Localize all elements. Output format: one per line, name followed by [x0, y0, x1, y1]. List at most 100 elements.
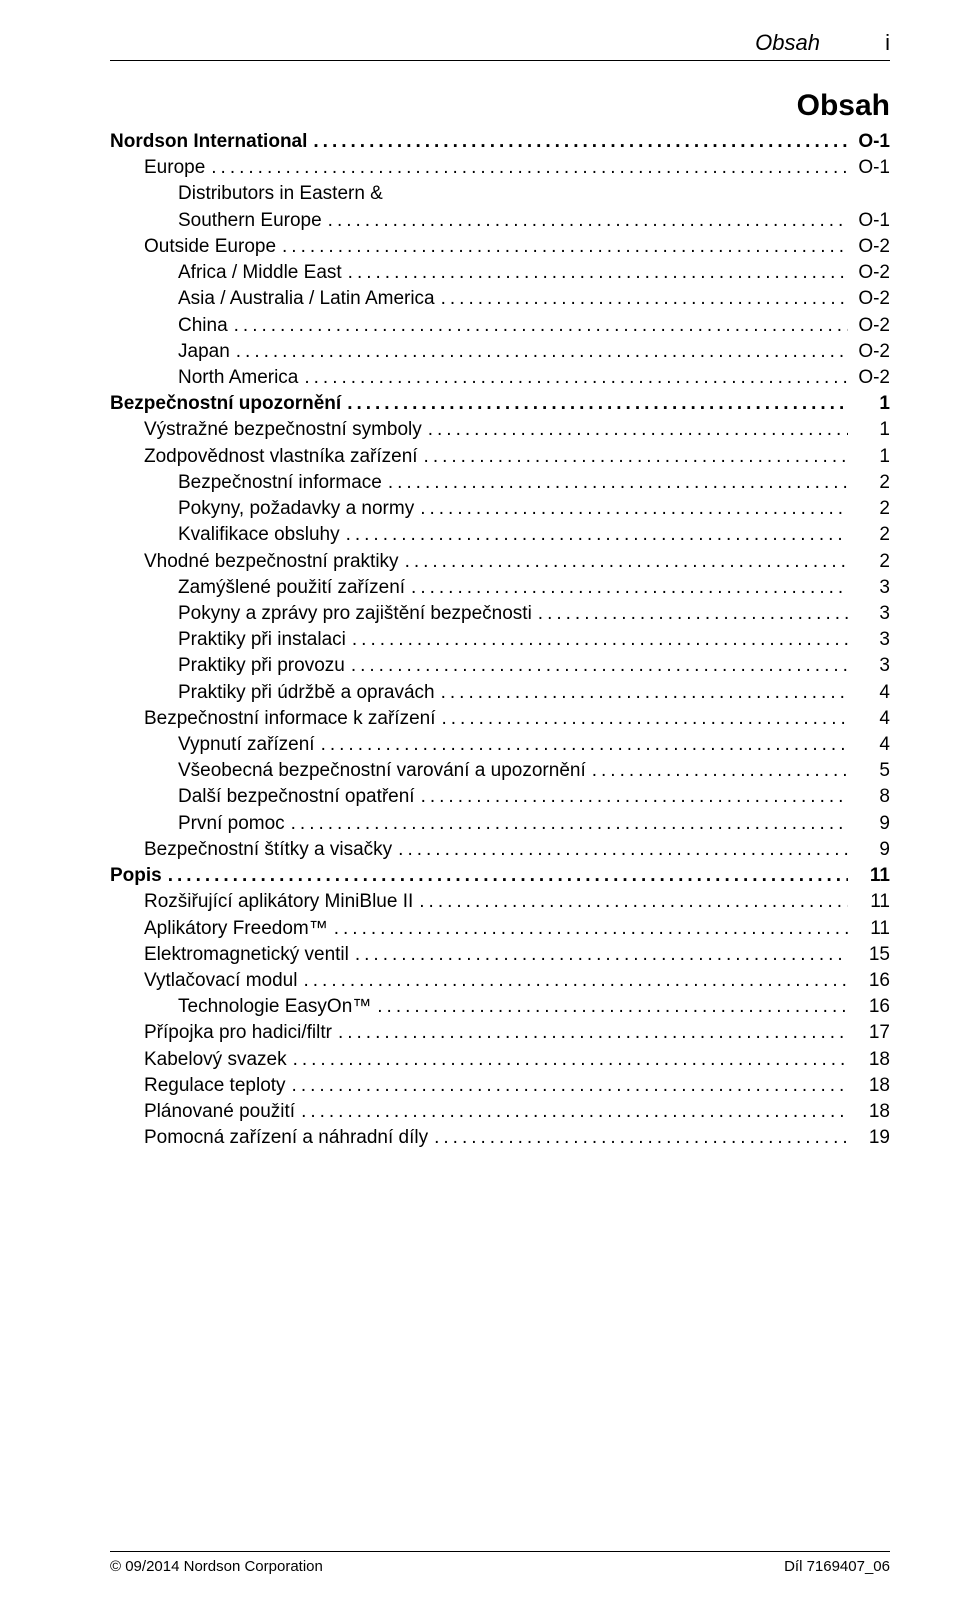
- toc-leader-dots: [413, 889, 848, 915]
- toc-row: Plánované použití18: [110, 1099, 890, 1125]
- toc-label: Southern Europe: [178, 208, 322, 234]
- toc-row: Pokyny a zprávy pro zajištění bezpečnost…: [110, 601, 890, 627]
- toc-row: Další bezpečnostní opatření 8: [110, 784, 890, 810]
- toc-row: Outside EuropeO-2: [110, 234, 890, 260]
- toc-label: Zamýšlené použití zařízení: [178, 575, 405, 601]
- toc-label: Bezpečnostní upozornění: [110, 391, 341, 417]
- toc-label: North America: [178, 365, 298, 391]
- toc-page: 16: [848, 994, 890, 1020]
- toc-row: EuropeO-1: [110, 155, 890, 181]
- toc-leader-dots: [315, 732, 848, 758]
- toc-row: Regulace teploty 18: [110, 1073, 890, 1099]
- toc-page: 4: [848, 680, 890, 706]
- toc-row: Rozšiřující aplikátory MiniBlue II11: [110, 889, 890, 915]
- toc-row: Praktiky při údržbě a opravách 4: [110, 680, 890, 706]
- toc-leader-dots: [298, 365, 848, 391]
- toc-leader-dots: [399, 549, 848, 575]
- toc-leader-dots: [346, 627, 848, 653]
- toc-row: Praktiky při instalaci3: [110, 627, 890, 653]
- chapter-name: Obsah: [755, 30, 820, 56]
- toc-leader-dots: [342, 260, 848, 286]
- toc-leader-dots: [295, 1099, 848, 1125]
- toc-label: Další bezpečnostní opatření: [178, 784, 415, 810]
- toc-label: Pomocná zařízení a náhradní díly: [144, 1125, 428, 1151]
- toc-page: O-2: [848, 286, 890, 312]
- toc-label: Vytlačovací modul: [144, 968, 297, 994]
- toc-row: Kabelový svazek18: [110, 1047, 890, 1073]
- toc-row: Nordson InternationalO-1: [110, 129, 890, 155]
- toc-leader-dots: [285, 811, 848, 837]
- toc-page: 4: [848, 706, 890, 732]
- toc-label: Praktiky při údržbě a opravách: [178, 680, 435, 706]
- toc-page: 18: [848, 1047, 890, 1073]
- toc-page: 19: [848, 1125, 890, 1151]
- toc-page: 17: [848, 1020, 890, 1046]
- toc-label: Bezpečnostní informace: [178, 470, 382, 496]
- toc-row: Přípojka pro hadici/filtr17: [110, 1020, 890, 1046]
- toc-row: Technologie EasyOn™ 16: [110, 994, 890, 1020]
- toc-label: Kvalifikace obsluhy: [178, 522, 340, 548]
- toc-page: 16: [848, 968, 890, 994]
- toc-row: Elektromagnetický ventil15: [110, 942, 890, 968]
- toc-leader-dots: [286, 1073, 848, 1099]
- toc-label: Technologie EasyOn™: [178, 994, 371, 1020]
- toc-leader-dots: [228, 313, 848, 339]
- toc-leader-dots: [307, 129, 848, 155]
- toc-page: 2: [848, 549, 890, 575]
- toc-leader-dots: [205, 155, 848, 181]
- toc-leader-dots: [287, 1047, 848, 1073]
- toc-leader-dots: [382, 470, 848, 496]
- toc-label: Asia / Australia / Latin America: [178, 286, 435, 312]
- toc-page: 2: [848, 522, 890, 548]
- toc-leader-dots: [435, 706, 848, 732]
- toc-leader-dots: [276, 234, 848, 260]
- toc-row: Pokyny, požadavky a normy2: [110, 496, 890, 522]
- toc-leader-dots: [428, 1125, 848, 1151]
- toc-page: 11: [848, 916, 890, 942]
- toc-label: Europe: [144, 155, 205, 181]
- toc-row: Aplikátory Freedom™ 11: [110, 916, 890, 942]
- toc-row: Výstražné bezpečnostní symboly1: [110, 417, 890, 443]
- toc-leader-dots: [349, 942, 848, 968]
- toc-label: Outside Europe: [144, 234, 276, 260]
- toc-leader-dots: [345, 653, 848, 679]
- toc-row: North AmericaO-2: [110, 365, 890, 391]
- toc-label: Aplikátory Freedom™: [144, 916, 328, 942]
- toc-leader-dots: [340, 522, 848, 548]
- toc-page: 11: [848, 863, 890, 889]
- toc-label: Bezpečnostní štítky a visačky: [144, 837, 392, 863]
- toc-leader-dots: [414, 496, 848, 522]
- toc-page: 2: [848, 470, 890, 496]
- toc-leader-dots: [418, 444, 848, 470]
- toc-page: O-1: [848, 129, 890, 155]
- toc-page: 11: [848, 889, 890, 915]
- toc-page: 9: [848, 837, 890, 863]
- toc-leader-dots: [532, 601, 848, 627]
- toc-label: Vhodné bezpečnostní praktiky: [144, 549, 399, 575]
- toc-label: Elektromagnetický ventil: [144, 942, 349, 968]
- table-of-contents: Nordson InternationalO-1EuropeO-1Distrib…: [110, 129, 890, 1152]
- title-row: Obsah: [110, 89, 890, 123]
- toc-page: 8: [848, 784, 890, 810]
- toc-row: Asia / Australia / Latin America O-2: [110, 286, 890, 312]
- toc-row: Bezpečnostní informace 2: [110, 470, 890, 496]
- page-footer: © 09/2014 Nordson Corporation Díl 716940…: [110, 1551, 890, 1575]
- toc-page: O-1: [848, 208, 890, 234]
- toc-label: Praktiky při instalaci: [178, 627, 346, 653]
- toc-page: 18: [848, 1073, 890, 1099]
- toc-label: První pomoc: [178, 811, 285, 837]
- toc-leader-dots: [405, 575, 848, 601]
- toc-row: Popis11: [110, 863, 890, 889]
- toc-row: První pomoc9: [110, 811, 890, 837]
- footer-right: Díl 7169407_06: [784, 1558, 890, 1575]
- chapter-number: i: [860, 30, 890, 56]
- toc-row: ChinaO-2: [110, 313, 890, 339]
- toc-label: Všeobecná bezpečnostní varování a upozor…: [178, 758, 586, 784]
- toc-leader-dots: [162, 863, 848, 889]
- toc-page: 1: [848, 417, 890, 443]
- toc-row: Zamýšlené použití zařízení3: [110, 575, 890, 601]
- toc-leader-dots: [371, 994, 848, 1020]
- toc-label: Regulace teploty: [144, 1073, 286, 1099]
- toc-label: Plánované použití: [144, 1099, 295, 1125]
- toc-label: Pokyny a zprávy pro zajištění bezpečnost…: [178, 601, 532, 627]
